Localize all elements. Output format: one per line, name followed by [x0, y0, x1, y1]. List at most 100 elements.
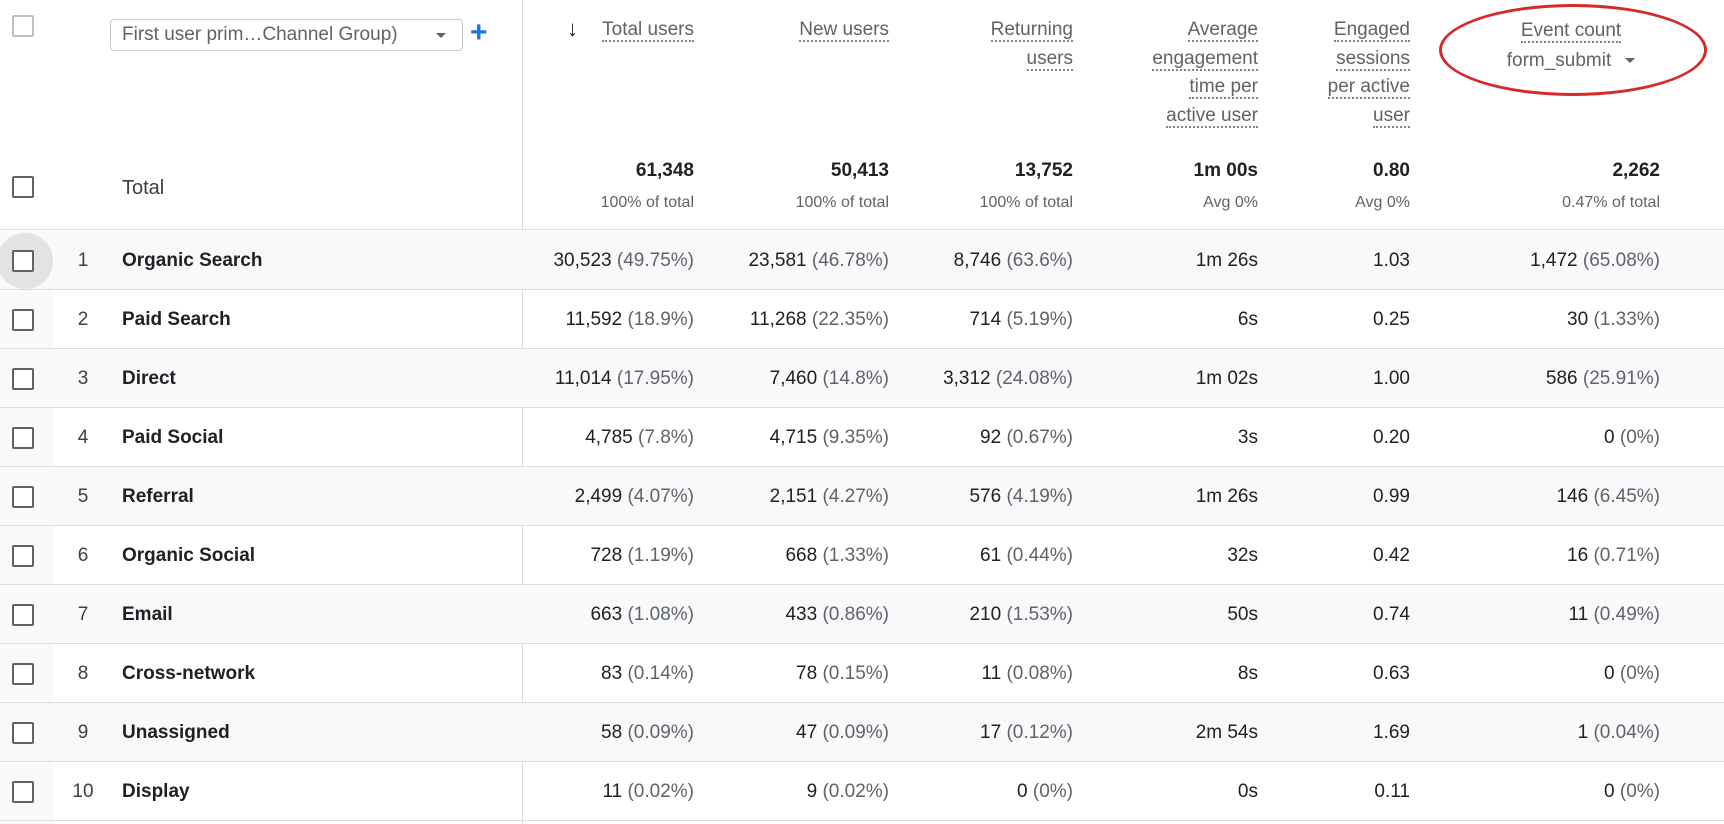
- column-header-line: New users: [799, 19, 889, 42]
- cell-value: 11,014: [554, 368, 612, 389]
- column-header-returning-users[interactable]: Returning users: [873, 16, 1073, 73]
- table-row[interactable]: [0, 231, 1724, 290]
- cell-value: 32s: [1227, 545, 1258, 566]
- table-cell: 1m 26s: [998, 486, 1258, 508]
- column-header-line: Returning: [990, 19, 1073, 42]
- column-header-line: Total users: [602, 19, 694, 42]
- dimension-selector[interactable]: First user prim…Channel Group): [110, 19, 463, 51]
- row-number: 5: [77, 486, 89, 507]
- cell-percent: (0%): [1619, 781, 1660, 802]
- row-checkbox[interactable]: [12, 781, 34, 803]
- table-cell: 1m 02s: [998, 368, 1258, 390]
- column-header-total-users[interactable]: Total users: [494, 16, 694, 45]
- cell-value: 1,472: [1530, 250, 1578, 271]
- total-row-checkbox[interactable]: [12, 176, 34, 198]
- table-cell: 668 (1.33%): [629, 545, 889, 567]
- row-checkbox[interactable]: [12, 427, 34, 449]
- table-cell: 11 (0.02%): [434, 781, 694, 803]
- table-cell: 6s: [998, 309, 1258, 331]
- cell-value: 11: [981, 663, 1002, 684]
- cell-value: 0.63: [1373, 663, 1410, 684]
- row-divider: [0, 348, 1724, 349]
- total-value: 1m 00s: [1193, 160, 1258, 181]
- cell-percent: (0.02%): [627, 781, 694, 802]
- row-channel-name: Organic Social: [122, 545, 256, 566]
- cell-value: 61: [980, 545, 1002, 566]
- table-cell: 8s: [998, 663, 1258, 685]
- table-cell: 8,746 (63.6%): [813, 250, 1073, 272]
- row-number: 1: [77, 250, 89, 271]
- row-checkbox[interactable]: [12, 663, 34, 685]
- cell-value: 0.20: [1373, 427, 1410, 448]
- cell-value: 3,312: [943, 368, 991, 389]
- table-cell: 30,523 (49.75%): [434, 250, 694, 272]
- table-cell: 9 (0.02%): [629, 781, 889, 803]
- cell-value: 4,785: [585, 427, 633, 448]
- table-cell: 3,312 (24.08%): [813, 368, 1073, 390]
- total-subtext: 100% of total: [600, 194, 694, 211]
- row-checkbox[interactable]: [12, 368, 34, 390]
- table-row[interactable]: [0, 703, 1724, 762]
- row-number: 6: [77, 545, 89, 566]
- cell-value: 668: [785, 545, 818, 566]
- cell-percent: (0.09%): [627, 722, 694, 743]
- cell-value: 50s: [1227, 604, 1258, 625]
- arrow-down-icon[interactable]: ↓: [567, 16, 578, 41]
- column-header-engaged-sessions[interactable]: Engaged sessions per active user: [1210, 16, 1410, 130]
- total-subtext: 100% of total: [795, 194, 889, 211]
- cell-value: 0.11: [1374, 781, 1410, 802]
- cell-value: 2,499: [574, 486, 623, 507]
- row-number: 3: [77, 368, 89, 389]
- column-header-line: Engaged: [1333, 19, 1410, 42]
- add-dimension-button[interactable]: +: [470, 16, 488, 49]
- cell-percent: (0%): [1032, 781, 1073, 802]
- column-header-new-users[interactable]: New users: [689, 16, 889, 45]
- row-divider: [0, 525, 1724, 526]
- table-cell: 0.11: [1150, 781, 1410, 803]
- table-cell: 30 (1.33%): [1400, 309, 1660, 331]
- table-row[interactable]: [0, 349, 1724, 408]
- table-cell: 0.63: [1150, 663, 1410, 685]
- cell-value: 11: [1568, 604, 1589, 625]
- table-cell: 78 (0.15%): [629, 663, 889, 685]
- chevron-down-icon: [436, 33, 446, 38]
- table-row[interactable]: [0, 585, 1724, 644]
- cell-value: 1: [1577, 722, 1589, 743]
- cell-value: 1.69: [1373, 722, 1410, 743]
- cell-value: 2m 54s: [1195, 722, 1258, 743]
- total-value: 13,752: [1014, 160, 1073, 181]
- table-row[interactable]: [0, 467, 1724, 526]
- row-checkbox[interactable]: [12, 486, 34, 508]
- table-cell: 0.42: [1150, 545, 1410, 567]
- cell-value: 9: [806, 781, 818, 802]
- cell-percent: (0.86%): [822, 604, 889, 625]
- row-divider: [0, 289, 1724, 290]
- table-cell: 17 (0.12%): [813, 722, 1073, 744]
- cell-value: 8,746: [953, 250, 1002, 271]
- table-cell: 58 (0.09%): [434, 722, 694, 744]
- cell-value: 7,460: [769, 368, 818, 389]
- row-checkbox[interactable]: [12, 545, 34, 567]
- total-value: 0.80: [1373, 160, 1410, 181]
- row-channel-name: Unassigned: [122, 722, 230, 743]
- row-checkbox[interactable]: [12, 309, 34, 331]
- table-cell: 16 (0.71%): [1400, 545, 1660, 567]
- cell-value: 0.74: [1373, 604, 1410, 625]
- cell-value: 586: [1545, 368, 1578, 389]
- column-header-avg-engagement[interactable]: Average engagement time per active user: [1058, 16, 1258, 130]
- column-header-line: active user: [1166, 104, 1258, 128]
- row-checkbox[interactable]: [12, 250, 34, 272]
- total-subtext: 0.47% of total: [1562, 194, 1660, 211]
- row-channel-name: Paid Search: [122, 309, 231, 330]
- select-all-checkbox[interactable]: [12, 15, 34, 37]
- table-cell: 3s: [998, 427, 1258, 449]
- cell-value: 433: [785, 604, 818, 625]
- total-label: Total: [122, 177, 165, 199]
- row-checkbox[interactable]: [12, 722, 34, 744]
- table-cell: 7,460 (14.8%): [629, 368, 889, 390]
- table-cell: 1m 26s: [998, 250, 1258, 272]
- cell-value: 6s: [1237, 309, 1258, 330]
- cell-percent: (49.75%): [616, 250, 694, 271]
- table-cell: 146 (6.45%): [1400, 486, 1660, 508]
- row-checkbox[interactable]: [12, 604, 34, 626]
